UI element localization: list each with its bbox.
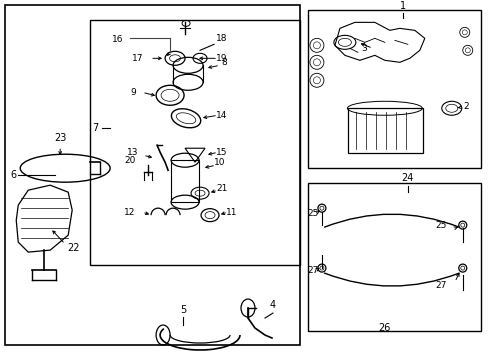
Text: 17: 17	[132, 54, 143, 63]
Text: 14: 14	[216, 111, 227, 120]
Text: 3: 3	[360, 44, 366, 53]
Text: 15: 15	[216, 148, 227, 157]
Text: 6: 6	[10, 170, 16, 180]
Text: 5: 5	[180, 305, 186, 315]
Text: 22: 22	[67, 243, 79, 253]
Text: 11: 11	[226, 208, 237, 217]
Text: 16: 16	[112, 35, 123, 44]
Text: 23: 23	[54, 133, 66, 143]
Bar	[171, 160, 199, 202]
Text: 9: 9	[130, 88, 136, 97]
Bar	[90, 21, 299, 265]
Text: 13: 13	[127, 148, 139, 157]
Text: 27: 27	[307, 266, 318, 275]
Text: 24: 24	[401, 173, 413, 183]
Text: 18: 18	[216, 34, 227, 43]
Text: 27: 27	[434, 280, 446, 289]
Text: 4: 4	[269, 300, 275, 310]
Bar	[307, 10, 480, 168]
Text: 25: 25	[307, 209, 318, 218]
Text: 8: 8	[221, 58, 226, 67]
Text: 12: 12	[124, 208, 136, 217]
Text: 21: 21	[216, 184, 227, 193]
Text: 25: 25	[434, 221, 446, 230]
Text: 26: 26	[378, 323, 390, 333]
Bar	[5, 5, 299, 345]
Bar	[307, 183, 480, 331]
Text: 2: 2	[462, 102, 468, 111]
Text: 10: 10	[214, 158, 225, 167]
Bar	[347, 108, 422, 153]
Text: 7: 7	[92, 123, 98, 133]
Text: 20: 20	[124, 156, 136, 165]
Text: 19: 19	[216, 54, 227, 63]
Text: 1: 1	[399, 1, 405, 12]
